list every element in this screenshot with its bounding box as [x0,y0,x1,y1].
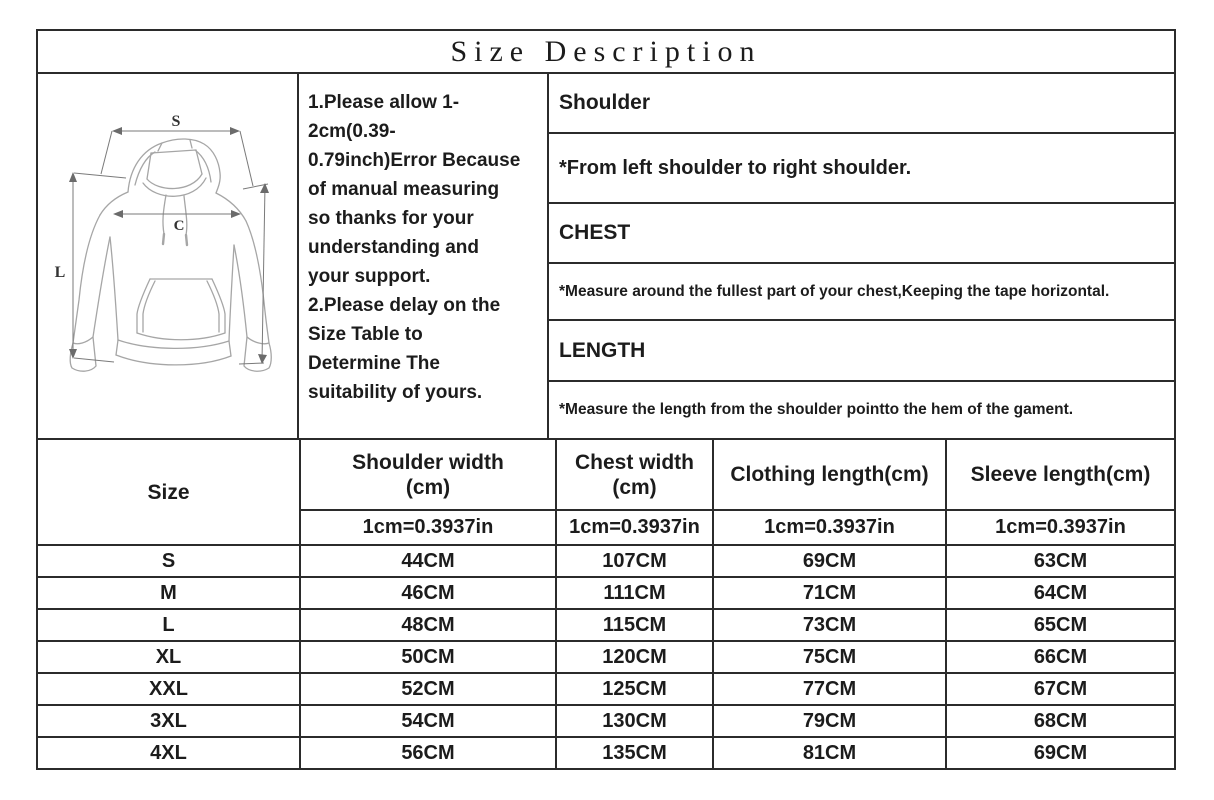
cell-chest: 107CM [555,544,714,578]
cell-sleeve: 68CM [945,704,1174,738]
cell-chest: 130CM [555,704,714,738]
size-row-4xl: 4XL 56CM 135CM 81CM 69CM [38,736,1174,769]
cell-length: 81CM [712,736,947,769]
unit-note-shoulder: 1cm=0.3937in [300,509,557,546]
col-header-chest: Chest width (cm) [555,440,714,511]
cell-length: 71CM [712,576,947,610]
cell-length: 79CM [712,704,947,738]
guide-chest-title: CHEST [549,204,1174,264]
cell-chest: 120CM [555,640,714,674]
size-row-m: M 46CM 111CM 71CM 64CM [38,576,1174,610]
col-header-shoulder: Shoulder width (cm) [299,440,557,511]
cell-shoulder: 50CM [299,640,557,674]
measuring-notes: 1.Please allow 1- 2cm(0.39- 0.79inch)Err… [299,74,549,438]
page-title: Size Description [38,31,1174,74]
cell-chest: 115CM [555,608,714,642]
cell-shoulder: 48CM [299,608,557,642]
hoodie-diagram-cell: S C L [38,74,299,438]
cell-sleeve: 63CM [945,544,1174,578]
guide-length-note: *Measure the length from the shoulder po… [559,401,1074,418]
diagram-chest-label: C [174,218,185,234]
size-table-header-row: Size Shoulder width (cm) Chest width (cm… [38,440,1174,546]
cell-size: M [38,576,301,610]
cell-sleeve: 69CM [945,736,1174,769]
cell-shoulder: 46CM [299,576,557,610]
guide-shoulder-title: Shoulder [549,74,1174,134]
cell-sleeve: 66CM [945,640,1174,674]
col-header-shoulder-line1: Shoulder width [352,450,504,474]
col-header-chest-line1: Chest width [575,450,694,474]
hoodie-sketch-icon: S C L [55,113,272,372]
cell-chest: 111CM [555,576,714,610]
cell-length: 69CM [712,544,947,578]
unit-note-sleeve: 1cm=0.3937in [945,509,1174,546]
size-row-xl: XL 50CM 120CM 75CM 66CM [38,640,1174,674]
col-header-chest-line2: (cm) [612,475,657,499]
col-header-size: Size [38,440,301,546]
cell-size: XXL [38,672,301,706]
guide-length-title: LENGTH [549,321,1174,382]
col-header-sleeve-length: Sleeve length(cm) [945,440,1174,511]
cell-sleeve: 65CM [945,608,1174,642]
cell-chest: 135CM [555,736,714,769]
size-row-3xl: 3XL 54CM 130CM 79CM 68CM [38,704,1174,738]
unit-note-clothing: 1cm=0.3937in [712,509,947,546]
guide-chest-note: *Measure around the fullest part of your… [549,264,1174,321]
cell-length: 73CM [712,608,947,642]
size-table: Size Shoulder width (cm) Chest width (cm… [38,440,1174,769]
cell-size: XL [38,640,301,674]
cell-sleeve: 64CM [945,576,1174,610]
diagram-shoulder-label: S [172,113,181,130]
size-chart-sheet: Size Description [36,29,1176,770]
unit-note-row: 1cm=0.3937in 1cm=0.3937in 1cm=0.3937in 1… [38,509,1174,546]
cell-shoulder: 56CM [299,736,557,769]
size-row-l: L 48CM 115CM 73CM 65CM [38,608,1174,642]
cell-shoulder: 52CM [299,672,557,706]
diagram-length-label: L [55,264,66,281]
size-row-s: S 44CM 107CM 69CM 63CM [38,544,1174,578]
col-header-size-label: Size [147,480,190,504]
cell-chest: 125CM [555,672,714,706]
unit-note-chest: 1cm=0.3937in [555,509,714,546]
cell-shoulder: 44CM [299,544,557,578]
measure-guide: Shoulder *From left shoulder to right sh… [549,74,1174,438]
col-header-clothing-length: Clothing length(cm) [712,440,947,511]
guide-shoulder-note: *From left shoulder to right shoulder. [549,134,1174,204]
size-row-xxl: XXL 52CM 125CM 77CM 67CM [38,672,1174,706]
cell-length: 75CM [712,640,947,674]
col-header-shoulder-line2: (cm) [405,475,451,499]
cell-size: 4XL [38,736,301,769]
cell-size: S [38,544,301,578]
cell-shoulder: 54CM [299,704,557,738]
cell-size: L [38,608,301,642]
cell-sleeve: 67CM [945,672,1174,706]
top-section: S C L 1.Please allow 1- 2cm(0.39- 0.79in… [38,74,1174,440]
cell-length: 77CM [712,672,947,706]
cell-size: 3XL [38,704,301,738]
